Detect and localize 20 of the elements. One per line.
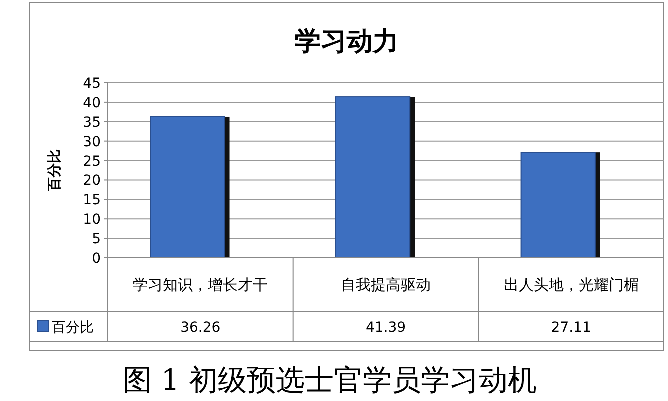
data-label: 27.11	[551, 320, 592, 336]
caption: 图 1 初级预选士官学员学习动机	[123, 363, 537, 397]
y-tick-label: 5	[92, 232, 101, 248]
y-tick-label: 40	[83, 95, 101, 112]
y-tick-label: 25	[83, 154, 101, 170]
y-tick-label: 35	[83, 114, 101, 131]
legend: 百分比	[52, 320, 94, 336]
y-tick-label: 30	[83, 134, 101, 150]
ylabel: 百分比	[47, 150, 63, 192]
y-tick-label: 45	[83, 76, 101, 92]
y-tick-label: 15	[83, 192, 101, 209]
y-tick-label: 10	[83, 212, 101, 228]
data-label: 36.26	[180, 320, 221, 336]
y-tick-label: 20	[83, 173, 101, 190]
y-tick-label: 0	[92, 251, 101, 267]
x-tick-label: 出人头地，光耀门楣	[504, 276, 639, 294]
x-tick-label: 学习知识，增长才干	[133, 276, 268, 294]
title: 学习动力	[295, 27, 399, 57]
data-label: 41.39	[366, 320, 406, 336]
x-tick-label: 自我提高驱动	[341, 276, 431, 294]
